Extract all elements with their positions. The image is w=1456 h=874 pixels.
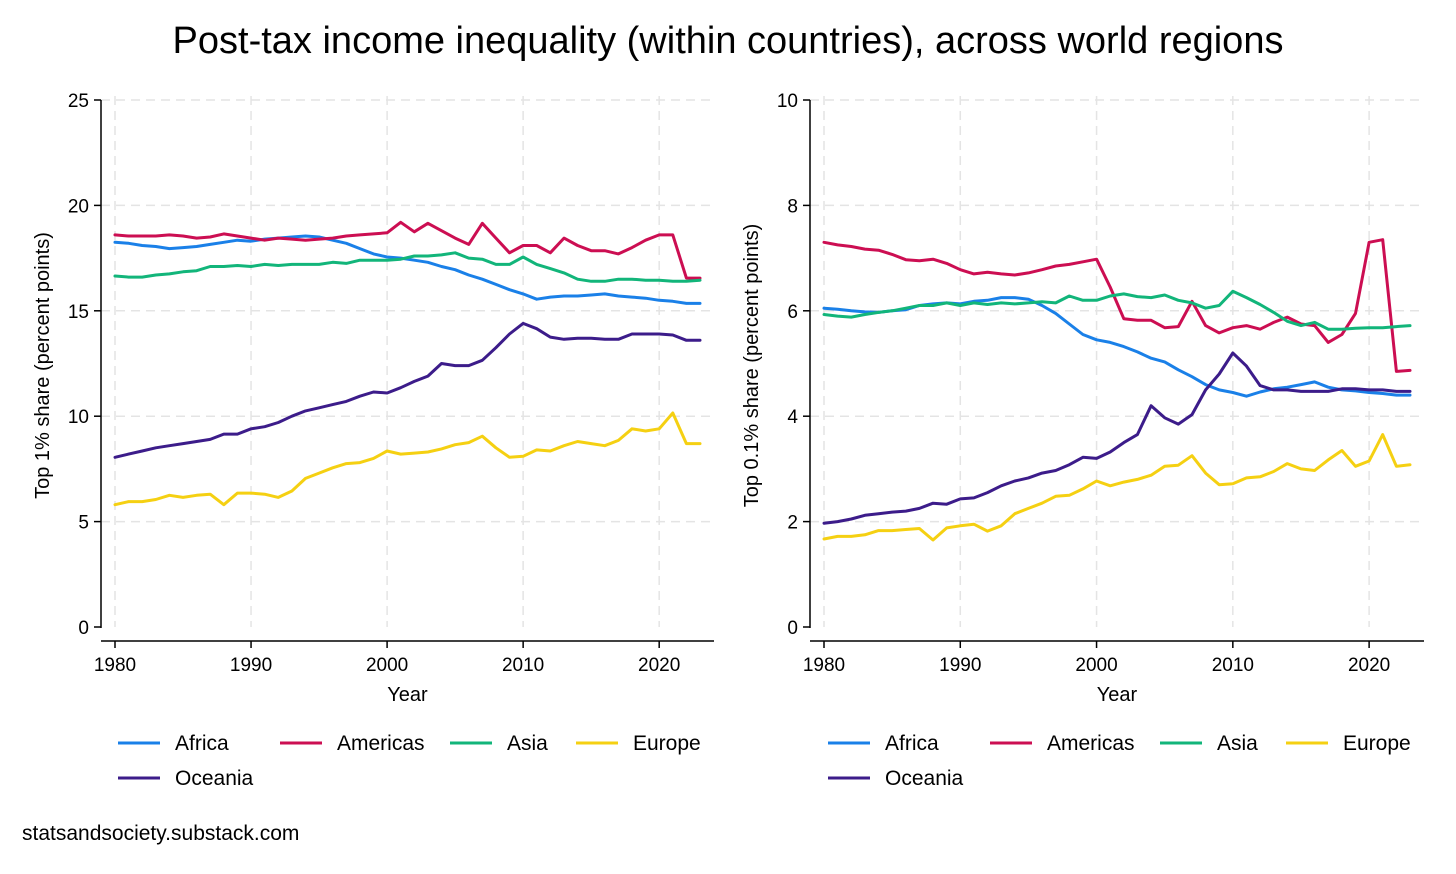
series-line-americas xyxy=(822,238,1412,373)
x-tick-label: 1980 xyxy=(803,655,845,676)
x-tick-label: 2020 xyxy=(638,655,680,676)
legend-item-asia: Asia xyxy=(450,732,548,755)
series-line-asia xyxy=(113,251,702,283)
legend-item-africa: Africa xyxy=(118,732,229,755)
y-tick-label: 0 xyxy=(78,618,89,639)
y-tick-label: 2 xyxy=(787,513,798,534)
legend-item-oceania: Oceania xyxy=(828,767,964,790)
y-tick-label: 15 xyxy=(68,302,89,323)
y-tick-label: 6 xyxy=(787,302,798,323)
legend-item-europe: Europe xyxy=(1286,732,1411,755)
y-axis-title: Top 0.1% share (percent points) xyxy=(741,224,763,508)
legend-label: Americas xyxy=(337,732,425,755)
x-tick-label: 2010 xyxy=(1212,655,1254,676)
series-line-americas xyxy=(113,220,702,280)
y-tick-label: 8 xyxy=(787,196,798,217)
legend: Africa Americas Asia Europe Oceania xyxy=(118,732,701,790)
legend-item-oceania: Oceania xyxy=(118,767,254,790)
legend: Africa Americas Asia Europe Oceania xyxy=(828,732,1411,790)
y-tick-label: 25 xyxy=(68,91,89,112)
gridlines xyxy=(101,96,714,627)
legend-label: Europe xyxy=(633,732,701,755)
y-tick-label: 20 xyxy=(68,196,89,217)
series-line-oceania xyxy=(113,321,702,459)
y-tick-label: 5 xyxy=(78,513,89,534)
legend-label: Asia xyxy=(1217,732,1258,755)
series-line-oceania xyxy=(822,351,1412,525)
legend-label: Americas xyxy=(1047,732,1135,755)
x-tick-label: 2020 xyxy=(1348,655,1390,676)
legend-label: Africa xyxy=(885,732,939,755)
gridlines xyxy=(810,96,1424,627)
legend-item-americas: Americas xyxy=(990,732,1135,755)
legend-label: Asia xyxy=(507,732,548,755)
series-line-africa xyxy=(113,234,702,305)
legend-item-europe: Europe xyxy=(576,732,701,755)
legend-label: Oceania xyxy=(885,767,964,790)
legend-item-asia: Asia xyxy=(1160,732,1258,755)
x-tick-label: 1980 xyxy=(94,655,136,676)
figure-title: Post-tax income inequality (within count… xyxy=(173,20,1284,62)
x-tick-label: 2000 xyxy=(1075,655,1117,676)
series-line-asia xyxy=(822,289,1412,331)
y-tick-label: 10 xyxy=(777,91,798,112)
x-tick-label: 1990 xyxy=(230,655,272,676)
series-line-europe xyxy=(113,411,702,507)
source-credit: statsandsociety.substack.com xyxy=(22,822,299,845)
y-tick-label: 0 xyxy=(787,618,798,639)
x-axis-title: Year xyxy=(387,684,428,706)
top1-share-panel: 0 5 10 15 20 25 1980 1990 2000 2010 2020 Year Top 1%… xyxy=(32,91,714,790)
legend-item-americas: Americas xyxy=(280,732,425,755)
legend-item-africa: Africa xyxy=(828,732,939,755)
legend-label: Europe xyxy=(1343,732,1411,755)
legend-label: Africa xyxy=(175,732,229,755)
x-tick-label: 2010 xyxy=(502,655,544,676)
y-axis-title: Top 1% share (percent points) xyxy=(32,232,54,499)
y-tick-label: 4 xyxy=(787,407,798,428)
legend-label: Oceania xyxy=(175,767,254,790)
top01-share-panel: 0 2 4 6 8 10 1980 1990 2000 2010 2020 Year Top 0.1% … xyxy=(741,91,1424,790)
x-tick-label: 2000 xyxy=(366,655,408,676)
series-line-africa xyxy=(822,296,1412,398)
x-axis-title: Year xyxy=(1097,684,1138,706)
x-tick-label: 1990 xyxy=(939,655,981,676)
series-line-europe xyxy=(822,433,1412,542)
y-tick-label: 10 xyxy=(68,407,89,428)
